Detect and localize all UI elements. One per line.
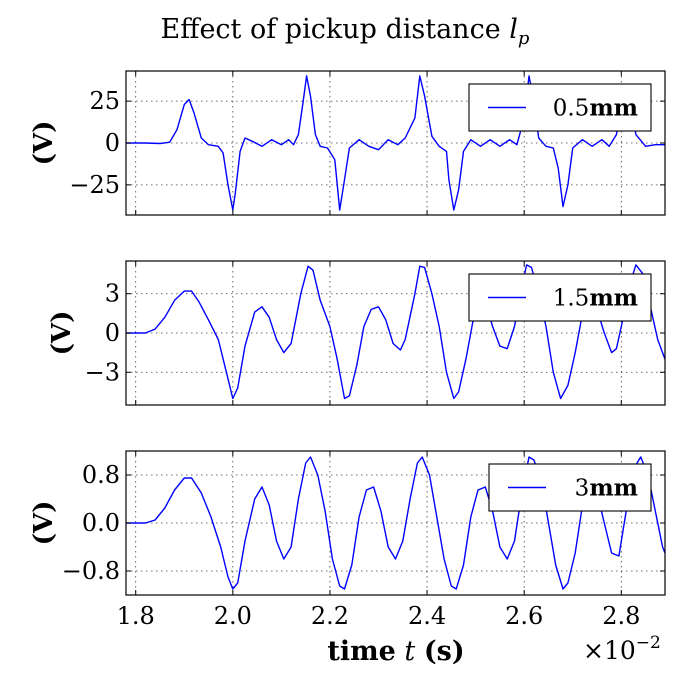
x-axis-offset-base: ×10 [583, 636, 636, 665]
panel-2: 3 0 −3 (V) 1.5mm [47, 260, 666, 406]
chart-title-symbol: l [509, 14, 518, 45]
y-axis-label: (V) [29, 501, 59, 546]
panel-3: 0.8 0.0 −0.8(V) 3mm 1.8 2.0 2.2 2.4 2.6 2.8 [29, 450, 666, 630]
y-tick-label: 0 [105, 319, 120, 347]
y-axis-label: (V) [47, 311, 77, 356]
y-tick-label: 3 [105, 280, 120, 308]
y-tick-label: −3 [85, 358, 120, 386]
y-axis-label: (V) [29, 121, 59, 166]
legend-entry-value: 1.5 [553, 286, 590, 312]
panels: 250−25(V)0.5mm30−3(V)1.5mm0.80.0−0.8(V)3… [29, 70, 666, 630]
legend-entry-unit: mm [589, 475, 638, 502]
panel-1: 25 0 −25 (V) 0.5mm [29, 70, 666, 216]
legend-3: 3mm [488, 463, 652, 512]
y-tick-label: 0 [105, 129, 120, 157]
legend-entry-unit: mm [589, 95, 638, 122]
x-tick-label: 2.6 [505, 602, 543, 630]
legend-entry-unit: mm [589, 285, 638, 312]
chart-title-text: Effect of pickup distance [161, 14, 501, 45]
x-axis-label: time t (s) [327, 636, 464, 667]
panel-grid [126, 261, 665, 405]
y-tick-label: −0.8 [62, 557, 120, 585]
y-tick-label: 0.8 [82, 461, 120, 489]
legend-entry: 3mm [575, 475, 638, 502]
legend-2: 1.5mm [468, 273, 652, 322]
x-axis-label-unit: (s) [424, 636, 465, 667]
legend-entry-value: 3 [575, 476, 590, 502]
legend-entry: 0.5mm [553, 95, 638, 122]
panel-frame [125, 70, 666, 216]
panel-grid [126, 71, 665, 215]
x-axis-label-text: time [327, 636, 395, 667]
x-tick-label: 2.4 [408, 602, 446, 630]
chart-title-symbol-sub: p [518, 28, 530, 49]
legend-entry: 1.5mm [553, 285, 638, 312]
series-line-1 [126, 75, 665, 211]
y-tick-label: 25 [89, 87, 120, 115]
panel-grid [126, 451, 665, 595]
series-line-3 [126, 456, 665, 590]
x-axis-offset: ×10−2 [583, 633, 661, 665]
legend-1: 0.5mm [468, 83, 652, 132]
x-tick-label: 1.8 [117, 602, 155, 630]
y-tick-label: −25 [69, 171, 120, 199]
x-tick-label: 2.2 [311, 602, 349, 630]
x-axis-label-symbol: t [404, 636, 415, 667]
panel-frame [125, 260, 666, 406]
legend-entry-value: 0.5 [553, 96, 590, 122]
chart-title: Effect of pickup distance lp [161, 14, 530, 49]
panel-frame [125, 450, 666, 596]
x-tick-label: 2.8 [602, 602, 640, 630]
x-tick-label: 2.0 [214, 602, 252, 630]
y-tick-label: 0.0 [82, 509, 120, 537]
x-axis-offset-exponent: −2 [636, 633, 661, 653]
